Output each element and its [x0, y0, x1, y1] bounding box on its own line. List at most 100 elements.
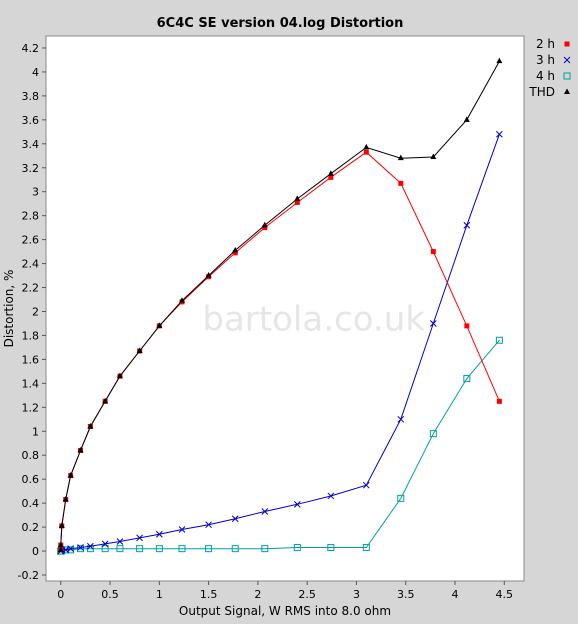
legend-label-2h: 2 h	[536, 37, 555, 51]
data-point-4h	[397, 494, 405, 502]
x-tick-label: 4	[452, 588, 459, 601]
data-point-3h	[178, 526, 186, 533]
x-tick-label: 0.5	[101, 588, 119, 601]
data-point-thd	[179, 297, 186, 303]
y-tick-label: 1.4	[22, 377, 40, 390]
data-point-thd	[397, 154, 404, 161]
data-point-4h	[463, 375, 471, 383]
x-tick-label: 2	[254, 588, 261, 601]
data-point-thd	[156, 322, 163, 328]
data-point-2h	[430, 249, 436, 255]
legend-marker-thd	[564, 88, 570, 94]
y-tick-label: 2.4	[22, 258, 40, 271]
data-point-thd	[327, 170, 334, 176]
legend: 2 h 3 h 4 h THD	[528, 37, 571, 99]
data-point-3h	[429, 320, 437, 327]
data-point-thd	[496, 57, 503, 64]
y-tick-label: 1	[32, 425, 39, 438]
y-tick-label: 3.8	[22, 90, 40, 103]
y-tick-label: 4	[32, 66, 39, 79]
data-point-3h	[116, 538, 124, 545]
data-point-4h	[76, 545, 84, 553]
legend-label-3h: 3 h	[536, 53, 555, 67]
legend-marker-2h	[564, 41, 570, 47]
data-point-4h	[261, 545, 269, 553]
data-point-thd	[67, 472, 74, 478]
data-point-2h	[464, 323, 470, 329]
x-tick-label: 4.5	[496, 588, 514, 601]
series-thd	[57, 57, 503, 552]
data-point-thd	[261, 221, 268, 228]
data-point-3h	[231, 515, 239, 523]
data-point-3h	[362, 481, 370, 489]
data-point-3h	[101, 540, 109, 548]
y-tick-label: 1.8	[22, 329, 40, 342]
legend-label-4h: 4 h	[536, 69, 555, 83]
chart-title: 6C4C SE version 04.log Distortion	[157, 16, 404, 31]
data-point-thd	[294, 195, 301, 201]
data-point-3h	[67, 545, 74, 553]
legend-marker-3h	[563, 56, 571, 64]
y-tick-label: 3.6	[22, 114, 40, 127]
data-point-3h	[205, 521, 212, 529]
y-tick-label: -0.2	[18, 569, 39, 582]
data-point-4h	[429, 430, 437, 438]
series-layer	[57, 57, 503, 555]
y-tick-label: 3.4	[22, 138, 40, 151]
x-tick-label: 1.5	[200, 588, 218, 601]
data-point-3h	[155, 530, 163, 538]
data-point-2h	[496, 398, 502, 404]
data-point-4h	[362, 543, 370, 551]
x-axis-title: Output Signal, W RMS into 8.0 ohm	[179, 604, 391, 618]
x-tick-label: 1	[156, 588, 163, 601]
data-point-3h	[86, 542, 94, 550]
y-tick-label: 3.2	[22, 162, 40, 175]
y-tick-label: 2.2	[22, 282, 40, 295]
y-tick-label: 3	[32, 186, 39, 199]
data-point-thd	[62, 496, 69, 502]
data-point-thd	[57, 546, 64, 552]
data-point-thd	[430, 153, 437, 159]
data-point-3h	[327, 492, 335, 500]
data-point-thd	[102, 397, 109, 404]
watermark: bartola.co.uk	[202, 299, 425, 339]
data-point-thd	[87, 422, 94, 429]
data-point-4h	[155, 545, 163, 553]
x-tick-label: 3.5	[397, 588, 415, 601]
data-point-2h	[262, 225, 268, 231]
y-tick-label: 2	[32, 305, 39, 318]
y-axis-title: Distortion, %	[2, 270, 16, 348]
x-tick-label: 0	[57, 588, 64, 601]
data-point-4h	[101, 545, 109, 553]
data-point-thd	[232, 246, 239, 253]
data-point-thd	[363, 143, 370, 150]
y-axis: -0.2 0 0.2 0.4 0.6 0.8 1 1.2 1.4 1.6 1.8 2 2.2 2.4 2.6…	[18, 42, 46, 582]
y-tick-label: 2.6	[22, 234, 40, 247]
series-line-thd	[60, 60, 500, 550]
data-point-2h	[232, 250, 238, 256]
y-tick-label: 1.2	[22, 401, 40, 414]
data-point-2h	[294, 199, 300, 205]
y-tick-label: 0.6	[22, 473, 40, 486]
data-point-4h	[178, 545, 186, 553]
data-point-2h	[363, 149, 369, 155]
y-tick-label: 0	[32, 545, 39, 558]
data-point-2h	[328, 174, 334, 180]
data-point-4h	[293, 543, 301, 551]
y-tick-label: 0.2	[22, 521, 40, 534]
data-point-thd	[463, 116, 470, 122]
y-tick-label: 0.8	[22, 449, 40, 462]
data-point-4h	[136, 545, 144, 553]
data-point-thd	[136, 347, 143, 354]
data-point-thd	[57, 541, 64, 548]
y-tick-label: 0.4	[22, 497, 40, 510]
data-point-3h	[293, 500, 301, 508]
data-point-thd	[116, 372, 123, 379]
data-point-3h	[463, 221, 471, 229]
data-point-4h	[231, 545, 239, 553]
plot-area	[45, 35, 525, 582]
data-point-4h	[116, 545, 124, 553]
data-point-3h	[136, 534, 143, 542]
